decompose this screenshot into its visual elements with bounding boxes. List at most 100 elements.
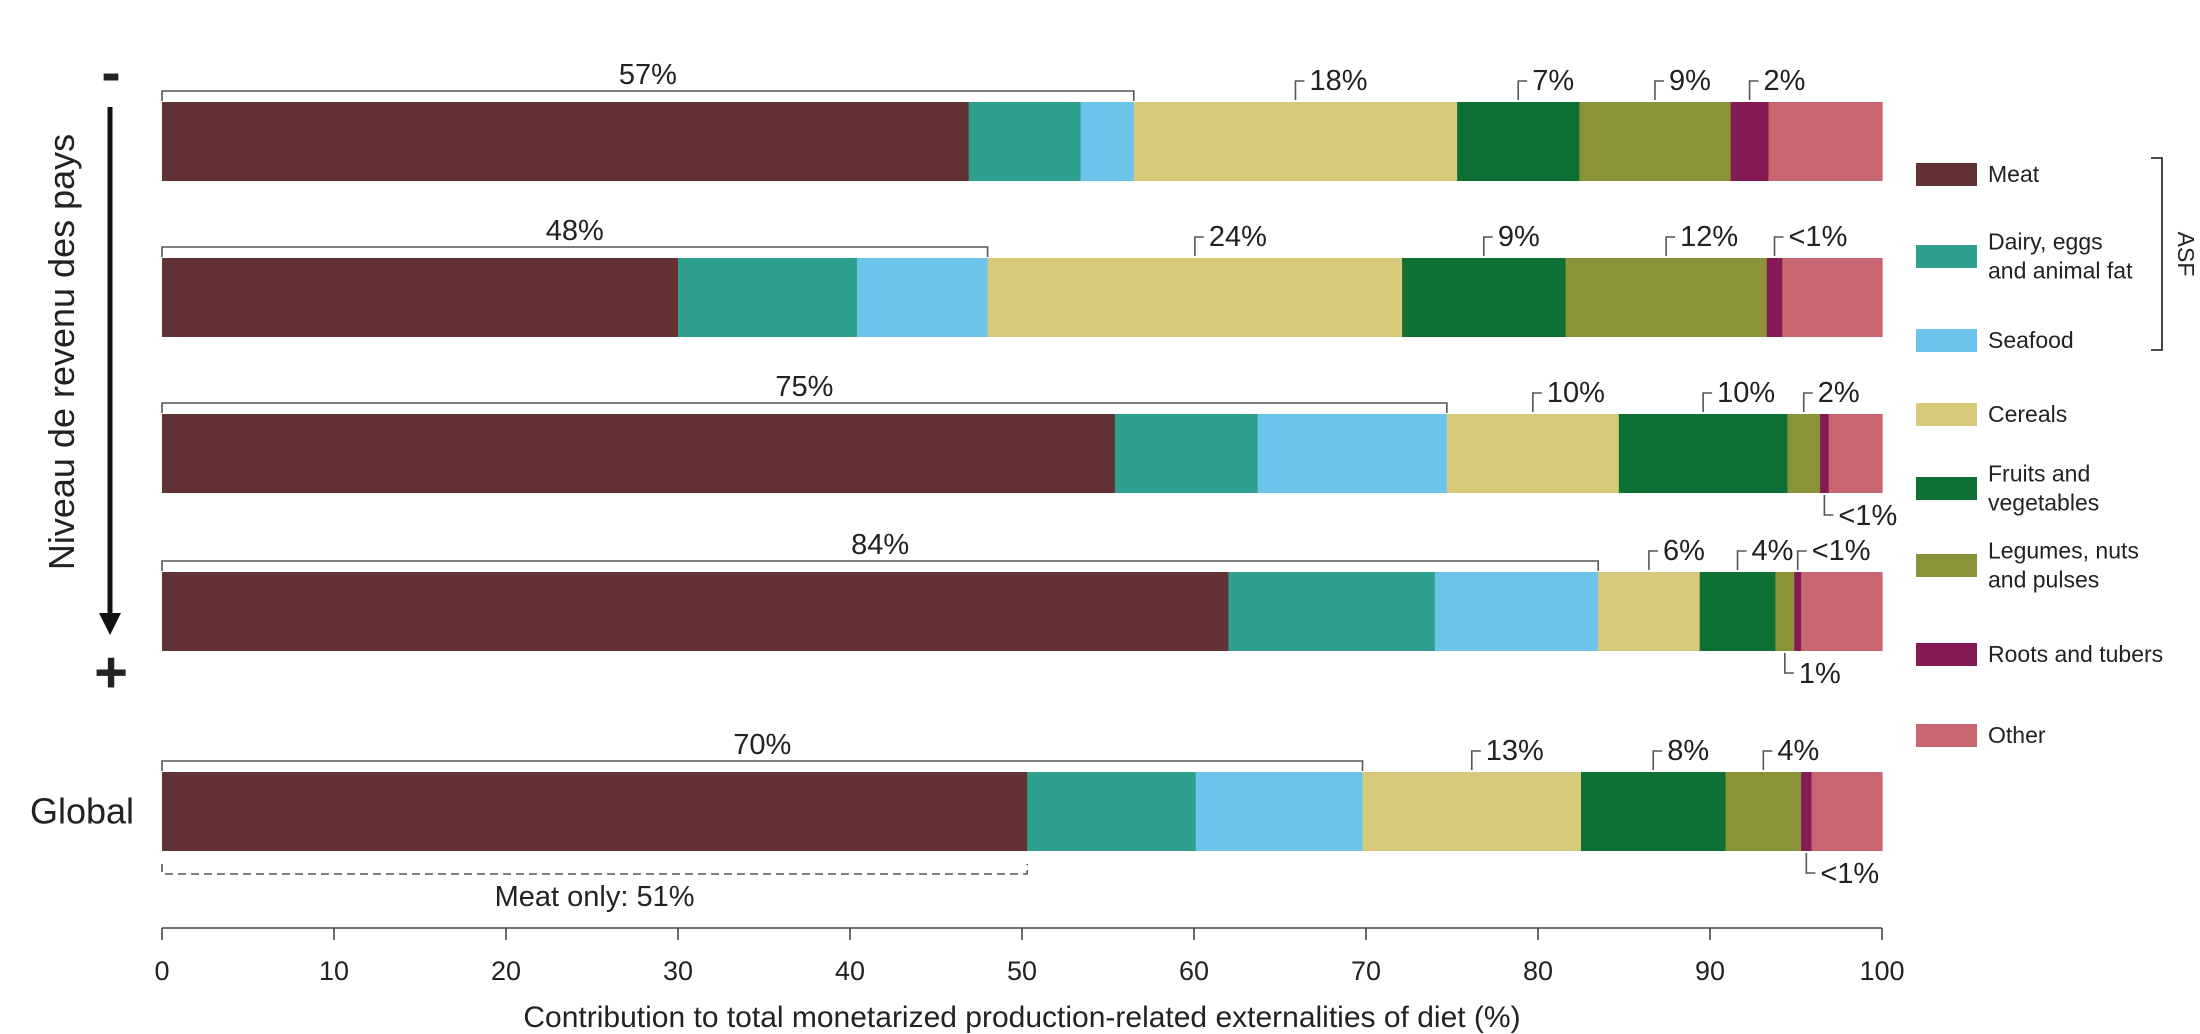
bar-segment-meat: [162, 414, 1116, 493]
bar-segment-seafood: [1195, 772, 1364, 851]
bar-segment-legumes-nuts-and-pulses: [1579, 102, 1732, 181]
x-axis-title: Contribution to total monetarized produc…: [523, 1001, 1520, 1034]
annotation-label: <1%: [1820, 858, 1879, 890]
stacked-bar: [162, 772, 1883, 851]
bar-segment-fruits-and-vegetables: [1581, 772, 1727, 851]
x-tick-label: 40: [835, 956, 865, 986]
legend-label: vegetables: [1988, 490, 2099, 516]
asf-percent-label: 84%: [851, 529, 909, 561]
annotation-label: 12%: [1680, 221, 1738, 253]
bar-segment-fruits-and-vegetables: [1402, 258, 1567, 337]
legend-label: Fruits and: [1988, 461, 2090, 487]
asf-percent-label: 70%: [733, 729, 791, 761]
bar-segment-fruits-and-vegetables: [1699, 572, 1776, 651]
annotation-label: 18%: [1309, 65, 1367, 97]
bar-segment-cereals: [1598, 572, 1701, 651]
annotation-label: 4%: [1777, 735, 1819, 767]
bar-segment-seafood: [1434, 572, 1599, 651]
asf-percent-label: 57%: [619, 59, 677, 91]
bar-segment-other: [1811, 772, 1883, 851]
legend-item: Fruits and vegetables: [1916, 461, 2099, 516]
annotation-label: 6%: [1663, 535, 1705, 567]
annotation-leader: [1517, 80, 1528, 100]
legend-swatch: [1916, 403, 1977, 426]
annotation-leader: [1784, 653, 1794, 674]
legend-item: Cereals: [1916, 401, 2067, 427]
legend: Meat Dairy, eggs and animal fat Seafood Cere…: [1916, 157, 2199, 748]
bar-segment-roots-and-tubers: [1801, 772, 1813, 851]
legend-item: Seafood: [1916, 327, 2074, 353]
meat-only-bracket: [161, 864, 1028, 875]
annotation-label: <1%: [1812, 535, 1871, 567]
annotation-leader: [1805, 853, 1816, 874]
legend-label: and animal fat: [1988, 258, 2133, 284]
annotation-label: 2%: [1764, 65, 1806, 97]
income-low-marker: -: [101, 40, 120, 105]
legend-label: and pulses: [1988, 567, 2099, 593]
legend-label: Legumes, nuts: [1988, 538, 2139, 564]
bar-segment-roots-and-tubers: [1794, 572, 1802, 651]
asf-bracket: [161, 760, 1364, 771]
annotation-label: 4%: [1752, 535, 1794, 567]
annotation-label: 2%: [1818, 377, 1860, 409]
stacked-bar: [162, 258, 1883, 337]
asf-legend-bracket: [2151, 157, 2163, 351]
bar-segment-other: [1801, 572, 1883, 651]
legend-swatch: [1916, 643, 1977, 666]
legend-item: Roots and tubers: [1916, 641, 2163, 667]
bar-segment-fruits-and-vegetables: [1618, 414, 1788, 493]
annotation-leader: [1702, 392, 1713, 412]
asf-bracket: [161, 560, 1599, 571]
bar-segment-cereals: [987, 258, 1403, 337]
x-tick-label: 60: [1179, 956, 1209, 986]
bar-segment-meat: [162, 258, 679, 337]
annotation-leader: [1665, 236, 1676, 256]
income-arrow-head: [99, 613, 121, 635]
bar-segment-legumes-nuts-and-pulses: [1775, 572, 1795, 651]
legend-label: Seafood: [1988, 327, 2074, 353]
annotation-leader: [1796, 550, 1807, 570]
annotation-leader: [1483, 236, 1493, 256]
x-tick-label: 50: [1007, 956, 1037, 986]
annotation-leader: [1648, 550, 1658, 570]
bar-segment-roots-and-tubers: [1766, 258, 1783, 337]
stacked-bar: [162, 572, 1883, 651]
asf-percent-label: 75%: [775, 371, 833, 403]
legend-item: Other: [1916, 722, 2046, 748]
asf-legend-label: ASF: [2173, 232, 2199, 277]
legend-label: Meat: [1988, 161, 2040, 187]
annotation-leader: [1736, 550, 1747, 570]
bar-segment-meat: [162, 572, 1229, 651]
annotation-leader: [1294, 80, 1305, 100]
annotation-leader: [1532, 392, 1542, 412]
legend-swatch: [1916, 163, 1977, 186]
annotation-label: 10%: [1547, 377, 1605, 409]
stacked-bar: [162, 414, 1883, 493]
x-tick-label: 80: [1523, 956, 1553, 986]
annotations-layer: 57% 18% 7% 9% 2% 48% 24% 9% 12% <1% 75% 10% 10% 2% <1%…: [30, 59, 1897, 913]
annotation-label: 7%: [1532, 65, 1574, 97]
annotation-leader: [1194, 236, 1204, 256]
bar-segment-dairy-eggs-and-animal-fat: [1114, 414, 1259, 493]
legend-label: Cereals: [1988, 401, 2067, 427]
annotation-label: 1%: [1799, 658, 1841, 690]
bar-segment-roots-and-tubers: [1820, 414, 1830, 493]
income-axis: - + Niveau de revenu des pays: [41, 40, 128, 705]
stacked-bar: [162, 102, 1883, 181]
annotation-leader: [1762, 750, 1773, 770]
legend-label: Other: [1988, 722, 2046, 748]
x-tick-label: 20: [491, 956, 521, 986]
annotation-label: <1%: [1789, 221, 1848, 253]
bar-segment-other: [1782, 258, 1883, 337]
legend-item: Dairy, eggs and animal fat: [1916, 229, 2133, 284]
asf-bracket: [161, 90, 1135, 101]
bars-layer: [162, 102, 1883, 851]
asf-bracket: [161, 246, 989, 257]
annotation-leader: [1773, 236, 1784, 256]
bar-segment-cereals: [1446, 414, 1620, 493]
bar-segment-cereals: [1133, 102, 1458, 181]
annotation-label: <1%: [1838, 500, 1897, 532]
income-axis-title: Niveau de revenu des pays: [41, 134, 82, 570]
bar-segment-seafood: [1257, 414, 1448, 493]
asf-bracket: [161, 402, 1448, 413]
